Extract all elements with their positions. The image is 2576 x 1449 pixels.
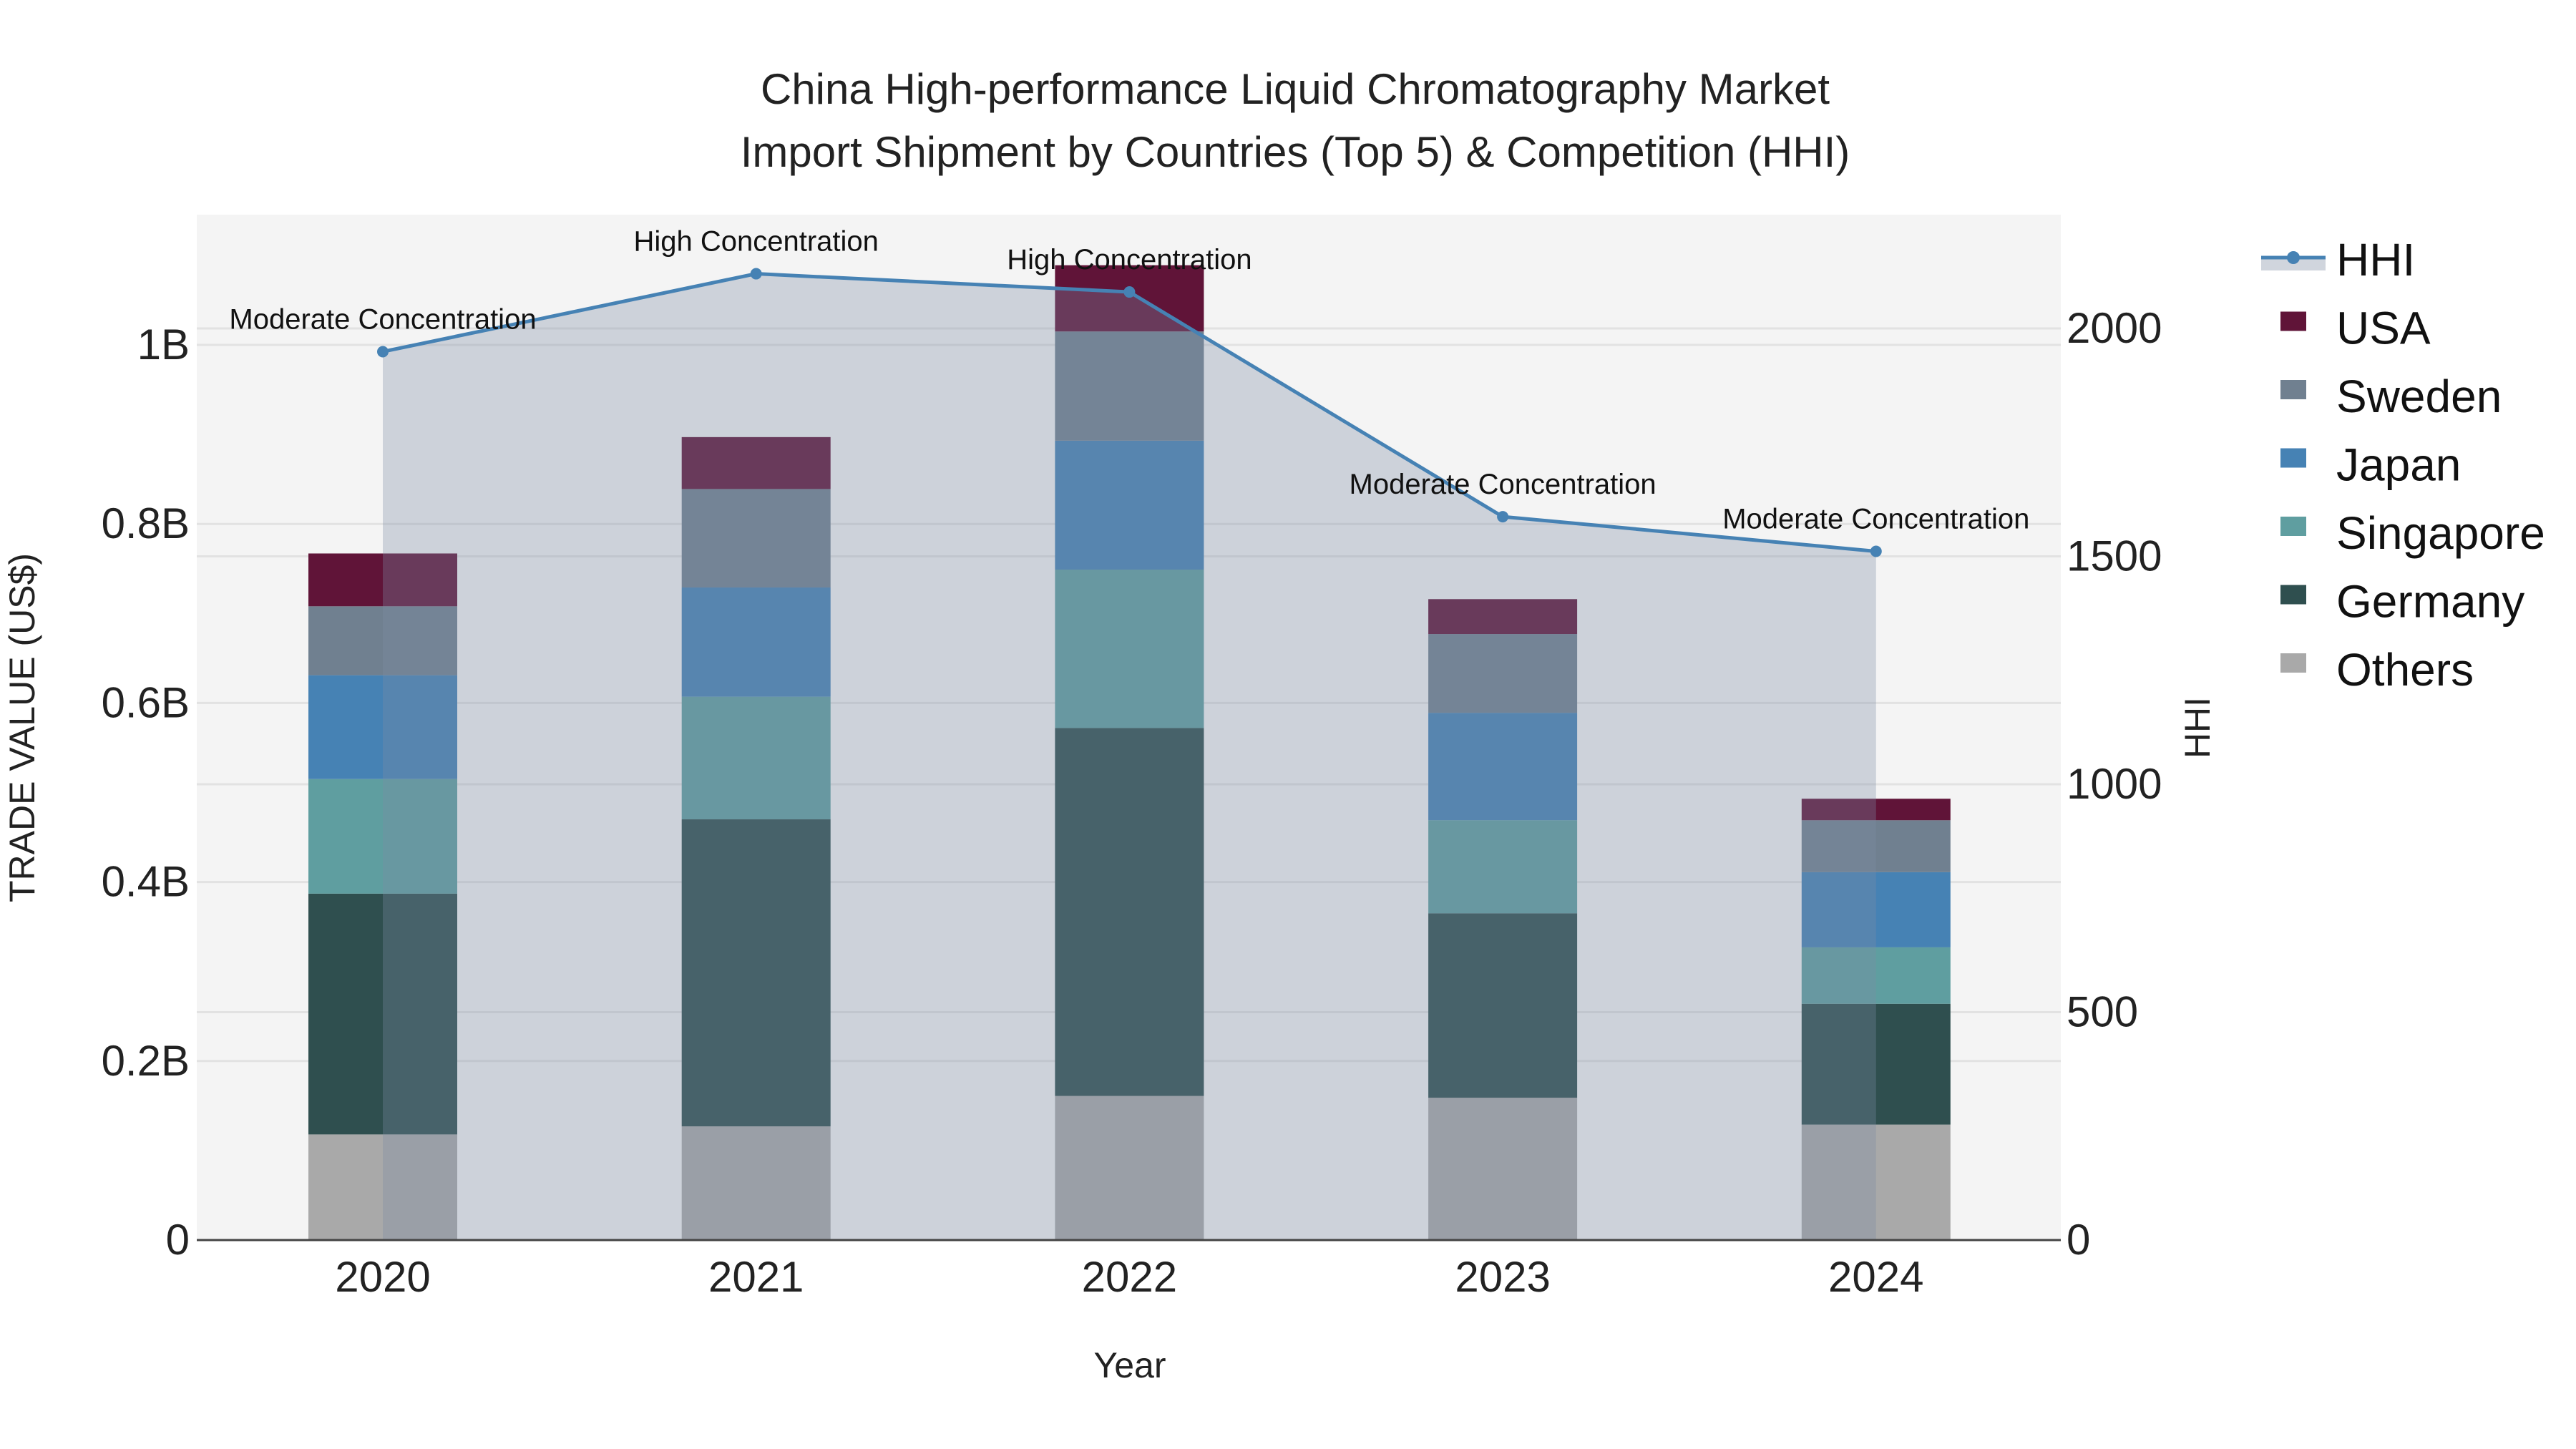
bar-usa-2023: [1428, 599, 1578, 635]
bar-others-2022: [1055, 1096, 1204, 1240]
legend-swatch-others: [2280, 653, 2306, 673]
bar-japan-2022: [1055, 440, 1204, 570]
bar-others-2023: [1428, 1098, 1578, 1240]
bar-singapore-2021: [681, 696, 831, 820]
bar-usa-2021: [681, 436, 831, 489]
bar-usa-2024: [1801, 799, 1951, 821]
legend-label-others: Others: [2336, 644, 2474, 696]
bars: [308, 265, 1951, 1240]
y-tick-label: 0.2B: [102, 1037, 190, 1085]
bar-sweden-2020: [308, 606, 457, 675]
legend-label-sweden: Sweden: [2336, 371, 2502, 422]
bar-singapore-2023: [1428, 820, 1578, 914]
legend-label-japan: Japan: [2336, 439, 2461, 491]
bar-japan-2024: [1801, 872, 1951, 947]
legend-swatch-usa: [2280, 311, 2306, 331]
legend-label-hhi: HHI: [2336, 234, 2415, 286]
y2-tick-label: 500: [2067, 988, 2138, 1036]
y2-axis-title: HHI: [2177, 697, 2218, 758]
x-axis-title: Year: [1093, 1345, 1166, 1385]
hhi-point-2024: [1870, 545, 1882, 557]
x-tick-label: 2020: [335, 1253, 430, 1301]
bar-sweden-2022: [1055, 331, 1204, 441]
y2-tick-label: 1000: [2067, 760, 2162, 808]
hhi-annotation: High Concentration: [1007, 244, 1252, 275]
bar-others-2024: [1801, 1124, 1951, 1240]
legend-swatch-japan: [2280, 448, 2306, 468]
chart-title-line2: Import Shipment by Countries (Top 5) & C…: [741, 128, 1850, 176]
bar-sweden-2024: [1801, 820, 1951, 872]
y-tick-label: 1B: [137, 321, 190, 369]
y2-tick-label: 0: [2067, 1216, 2090, 1264]
hhi-point-2020: [377, 346, 389, 358]
legend-label-usa: USA: [2336, 303, 2431, 354]
y-tick-label: 0.8B: [102, 499, 190, 547]
bar-germany-2023: [1428, 913, 1578, 1098]
bar-sweden-2021: [681, 489, 831, 588]
y2-tick-label: 1500: [2067, 532, 2162, 580]
hhi-point-2023: [1497, 511, 1509, 523]
legend-swatch-singapore: [2280, 517, 2306, 536]
bar-others-2020: [308, 1134, 457, 1240]
bar-singapore-2022: [1055, 570, 1204, 728]
hhi-area: [383, 273, 1876, 1240]
y2-tick-label: 2000: [2067, 304, 2162, 352]
x-tick-label: 2023: [1455, 1253, 1550, 1301]
bar-sweden-2023: [1428, 634, 1578, 713]
legend-label-singapore: Singapore: [2336, 507, 2545, 559]
legend-swatch-sweden: [2280, 380, 2306, 399]
x-tick-label: 2021: [708, 1253, 804, 1301]
legend-hhi-marker: [2287, 251, 2300, 264]
chart-title-line1: China High-performance Liquid Chromatogr…: [761, 65, 1830, 113]
bar-japan-2023: [1428, 713, 1578, 821]
legend-label-germany: Germany: [2336, 576, 2524, 628]
bar-singapore-2024: [1801, 947, 1951, 1004]
y-axis-title: TRADE VALUE (US$): [2, 553, 42, 902]
hhi-point-2021: [750, 268, 762, 280]
hhi-series: Moderate Concentration High Concentration…: [229, 226, 2029, 1240]
x-tick-label: 2024: [1828, 1253, 1923, 1301]
ticks: 0 0.2B 0.4B 0.6B 0.8B 1B 0 500 1000 1500 2000 2020 2…: [102, 304, 2162, 1301]
bar-usa-2020: [308, 553, 457, 607]
bar-germany-2021: [681, 819, 831, 1127]
hhi-annotation: Moderate Concentration: [229, 303, 536, 335]
y-tick-label: 0.6B: [102, 678, 190, 726]
legend: HHI USA Sweden Japan Singapore Germany Others: [2261, 234, 2545, 696]
hhi-annotation: Moderate Concentration: [1350, 469, 1657, 500]
legend-swatch-germany: [2280, 585, 2306, 605]
bar-others-2021: [681, 1126, 831, 1240]
bar-germany-2022: [1055, 728, 1204, 1096]
bar-japan-2021: [681, 587, 831, 697]
bar-singapore-2020: [308, 779, 457, 894]
y-tick-label: 0: [166, 1216, 190, 1264]
hhi-annotation: Moderate Concentration: [1722, 503, 2029, 535]
bar-japan-2020: [308, 675, 457, 779]
x-tick-label: 2022: [1082, 1253, 1177, 1301]
bar-germany-2020: [308, 893, 457, 1135]
hhi-annotation: High Concentration: [633, 226, 878, 258]
y-tick-label: 0.4B: [102, 858, 190, 906]
hhi-point-2022: [1123, 286, 1136, 298]
bar-germany-2024: [1801, 1003, 1951, 1125]
